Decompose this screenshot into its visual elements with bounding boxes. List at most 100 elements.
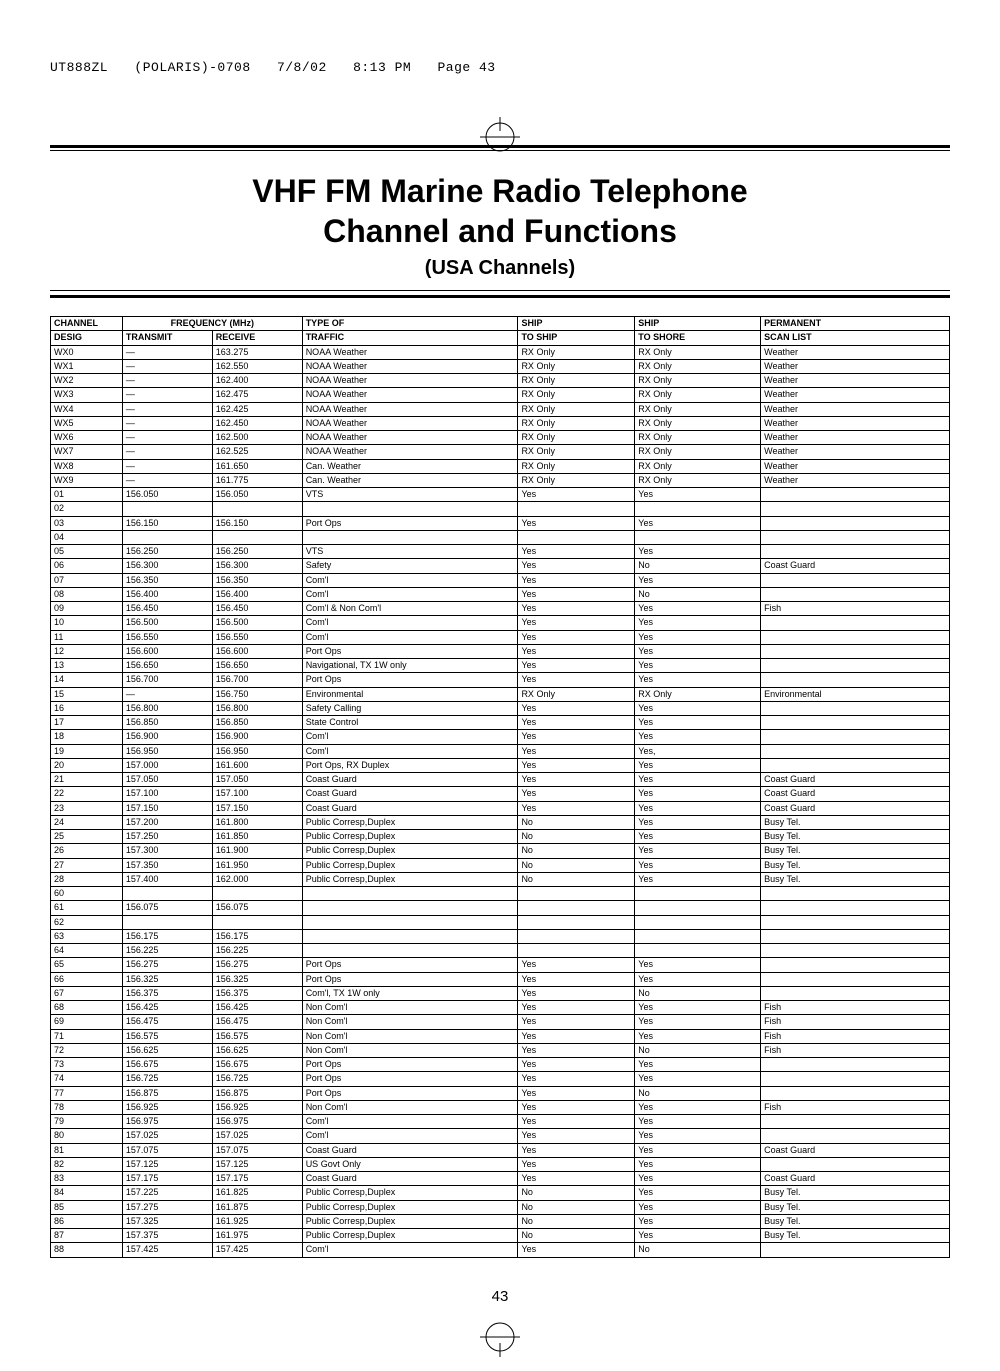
cell-tx: 156.350 (122, 573, 212, 587)
cell-d: 15 (51, 687, 123, 701)
cell-d: 67 (51, 986, 123, 1000)
cell-so: Yes (635, 787, 761, 801)
cell-rx: 156.700 (212, 673, 302, 687)
cell-so: Yes (635, 1115, 761, 1129)
cell-d: 12 (51, 644, 123, 658)
cell-rx: 162.450 (212, 416, 302, 430)
cell-d: 82 (51, 1157, 123, 1171)
cell-tx: 157.100 (122, 787, 212, 801)
col-frequency: FREQUENCY (MHz) (122, 317, 302, 331)
cell-sc: Busy Tel. (761, 872, 950, 886)
cell-tr: Public Corresp,Duplex (302, 858, 518, 872)
cell-sc: Environmental (761, 687, 950, 701)
cell-sc (761, 488, 950, 502)
cell-sc (761, 915, 950, 929)
table-row: 09156.450156.450Com'l & Non Com'lYesYesF… (51, 602, 950, 616)
cell-so: Yes (635, 1229, 761, 1243)
table-row: WX5—162.450NOAA WeatherRX OnlyRX OnlyWea… (51, 416, 950, 430)
table-row: WX4—162.425NOAA WeatherRX OnlyRX OnlyWea… (51, 402, 950, 416)
cell-rx: 161.775 (212, 473, 302, 487)
cell-so: Yes (635, 1186, 761, 1200)
cell-tr: Navigational, TX 1W only (302, 659, 518, 673)
cell-d: 28 (51, 872, 123, 886)
cell-sc: Weather (761, 388, 950, 402)
cell-sh: No (518, 858, 635, 872)
cell-so: Yes (635, 701, 761, 715)
cell-so: Yes (635, 630, 761, 644)
cell-d: WX2 (51, 374, 123, 388)
cell-so: RX Only (635, 402, 761, 416)
cell-sc: Busy Tel. (761, 1214, 950, 1228)
cell-tx: 156.075 (122, 901, 212, 915)
cell-d: 09 (51, 602, 123, 616)
cell-d: 23 (51, 801, 123, 815)
col-ship-1: SHIP (518, 317, 635, 331)
cell-sh (518, 530, 635, 544)
table-row: 26157.300161.900Public Corresp,DuplexNoY… (51, 844, 950, 858)
cell-so: Yes (635, 844, 761, 858)
cell-tr: Port Ops (302, 644, 518, 658)
cell-so: RX Only (635, 431, 761, 445)
cell-d: 83 (51, 1172, 123, 1186)
table-row: 05156.250156.250VTSYesYes (51, 545, 950, 559)
col-to-ship: TO SHIP (518, 331, 635, 345)
cell-tx: — (122, 416, 212, 430)
table-row: WX9—161.775Can. WeatherRX OnlyRX OnlyWea… (51, 473, 950, 487)
cell-tr: Com'l (302, 573, 518, 587)
cell-rx: 157.075 (212, 1143, 302, 1157)
cell-sh (518, 944, 635, 958)
cell-sc: Weather (761, 431, 950, 445)
cell-so: Yes (635, 673, 761, 687)
cell-d: 01 (51, 488, 123, 502)
cell-d: 14 (51, 673, 123, 687)
cell-tr: Safety (302, 559, 518, 573)
title-line-1: VHF FM Marine Radio Telephone (50, 171, 950, 211)
cell-sh (518, 929, 635, 943)
table-row: 69156.475156.475Non Com'lYesYesFish (51, 1015, 950, 1029)
cell-tx: 156.400 (122, 587, 212, 601)
mid-rule-heavy (50, 295, 950, 298)
cell-sc: Weather (761, 345, 950, 359)
table-row: WX6—162.500NOAA WeatherRX OnlyRX OnlyWea… (51, 431, 950, 445)
cell-sh: No (518, 1200, 635, 1214)
cell-tr: Com'l & Non Com'l (302, 602, 518, 616)
cell-rx: 156.900 (212, 730, 302, 744)
cell-sh: RX Only (518, 431, 635, 445)
cell-tr: Coast Guard (302, 801, 518, 815)
cell-d: 17 (51, 716, 123, 730)
table-row: 12156.600156.600Port OpsYesYes (51, 644, 950, 658)
cell-sc (761, 573, 950, 587)
title-line-2: Channel and Functions (50, 211, 950, 251)
cell-tx: 156.575 (122, 1029, 212, 1043)
cell-so: RX Only (635, 445, 761, 459)
cell-tr (302, 944, 518, 958)
table-body: WX0—163.275NOAA WeatherRX OnlyRX OnlyWea… (51, 345, 950, 1257)
cell-tr: Coast Guard (302, 1172, 518, 1186)
cell-so: Yes (635, 958, 761, 972)
cell-sh: Yes (518, 1243, 635, 1257)
cell-so: RX Only (635, 459, 761, 473)
cell-tx: 157.175 (122, 1172, 212, 1186)
cell-sc (761, 1157, 950, 1171)
cell-sh: Yes (518, 1058, 635, 1072)
cell-d: 04 (51, 530, 123, 544)
cell-d: 63 (51, 929, 123, 943)
table-row: 13156.650156.650Navigational, TX 1W only… (51, 659, 950, 673)
cell-sc: Busy Tel. (761, 844, 950, 858)
table-head: CHANNEL FREQUENCY (MHz) TYPE OF SHIP SHI… (51, 317, 950, 346)
cell-so: Yes (635, 1058, 761, 1072)
table-row: WX2—162.400NOAA WeatherRX OnlyRX OnlyWea… (51, 374, 950, 388)
table-row: 25157.250161.850Public Corresp,DuplexNoY… (51, 830, 950, 844)
table-row: 80157.025157.025Com'lYesYes (51, 1129, 950, 1143)
cell-so: Yes (635, 602, 761, 616)
table-row: 22157.100157.100Coast GuardYesYesCoast G… (51, 787, 950, 801)
cell-tr: Com'l (302, 1129, 518, 1143)
cell-sh: Yes (518, 659, 635, 673)
cell-d: 71 (51, 1029, 123, 1043)
cell-tr: Com'l (302, 630, 518, 644)
cell-sh: Yes (518, 1129, 635, 1143)
table-row: 71156.575156.575Non Com'lYesYesFish (51, 1029, 950, 1043)
cell-d: 08 (51, 587, 123, 601)
cell-rx: 161.925 (212, 1214, 302, 1228)
cell-tr: NOAA Weather (302, 416, 518, 430)
